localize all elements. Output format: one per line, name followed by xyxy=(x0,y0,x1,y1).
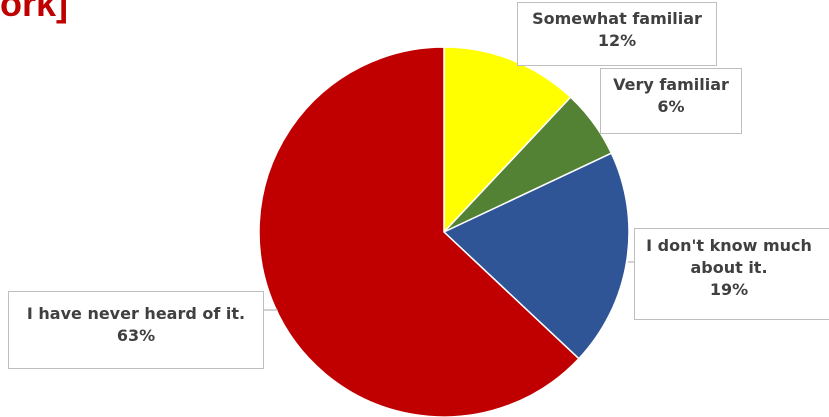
slice-somewhat-familiar xyxy=(443,46,572,234)
label-somewhat-familiar: Somewhat familiar xyxy=(532,9,702,28)
label-very-familiar: Very familiar xyxy=(613,75,729,94)
value-somewhat-familiar: 12% xyxy=(597,31,637,50)
callout-never-heard: I have never heard of it. 63% xyxy=(8,291,264,369)
callout-dont-know-much: I don't know much about it. 19% xyxy=(634,228,829,320)
slice-never-heard xyxy=(258,46,580,417)
value-dont-know-much: 19% xyxy=(709,280,749,299)
value-very-familiar: 6% xyxy=(657,97,685,116)
chart-title-fragment: ork] xyxy=(0,0,69,24)
callout-very-familiar: Very familiar 6% xyxy=(600,68,742,134)
slice-dont-know-much xyxy=(442,152,630,360)
callout-somewhat-familiar: Somewhat familiar 12% xyxy=(517,2,717,66)
label-dont-know-much: I don't know much about it. xyxy=(646,236,812,277)
label-never-heard: I have never heard of it. xyxy=(26,304,246,323)
value-never-heard: 63% xyxy=(116,326,156,345)
